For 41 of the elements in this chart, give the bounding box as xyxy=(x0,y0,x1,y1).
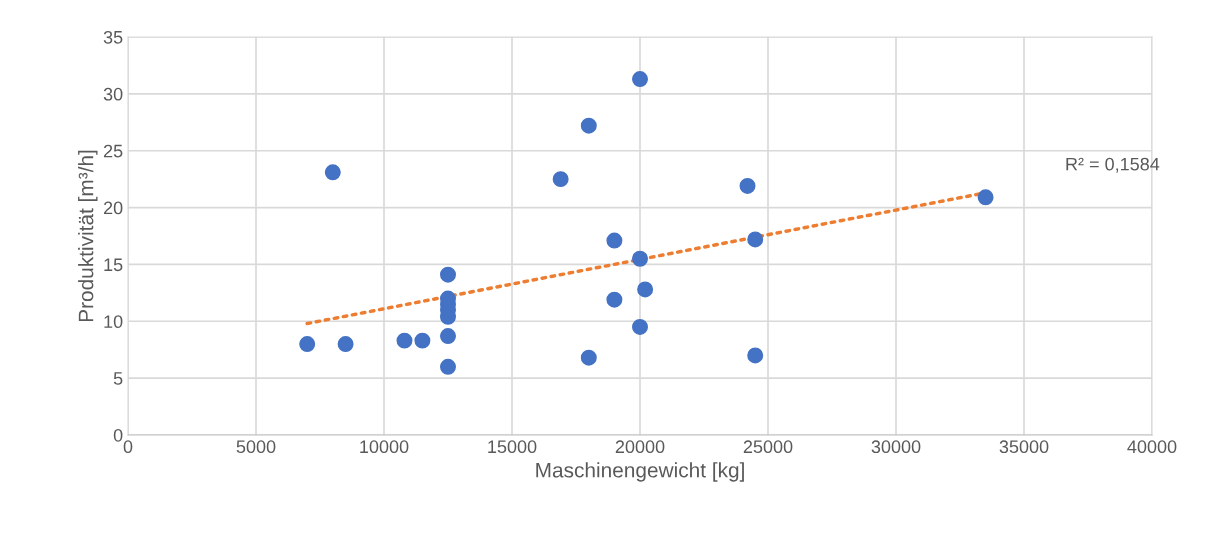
y-tick-label: 35 xyxy=(103,30,123,44)
x-tick-label: 25000 xyxy=(743,440,793,454)
point xyxy=(632,318,648,335)
point xyxy=(977,189,994,206)
point xyxy=(396,332,413,349)
y-tick-label: 20 xyxy=(103,201,123,215)
point xyxy=(440,266,456,283)
x-tick-label: 0 xyxy=(123,440,133,454)
x-tick-label: 35000 xyxy=(999,440,1049,454)
y-tick-label: 10 xyxy=(104,315,123,329)
x-axis-title: Maschinengewicht [kg] xyxy=(536,462,744,482)
point xyxy=(637,281,654,298)
annotation: R² = 0,1584 xyxy=(1066,157,1160,173)
point xyxy=(580,117,597,134)
point xyxy=(747,347,764,364)
point xyxy=(747,231,764,248)
point xyxy=(739,177,756,194)
x-tick-label: 15000 xyxy=(488,440,537,454)
point xyxy=(606,291,623,308)
point xyxy=(324,164,341,181)
point xyxy=(440,328,456,345)
y-tick-label: 0 xyxy=(113,428,123,442)
point xyxy=(299,336,316,353)
point xyxy=(440,358,456,375)
point xyxy=(632,71,648,88)
x-tick-label: 40000 xyxy=(1127,440,1177,454)
x-tick-label: 10000 xyxy=(360,440,409,454)
point xyxy=(632,250,648,267)
point xyxy=(606,232,623,249)
point xyxy=(337,336,354,353)
x-tick-label: 30000 xyxy=(871,440,921,454)
point xyxy=(414,332,431,349)
y-tick-label: 15 xyxy=(104,258,123,272)
x-tick-label: 20000 xyxy=(615,440,665,454)
y-tick-label: 5 xyxy=(113,372,123,385)
point xyxy=(580,349,597,366)
x-tick-label: 5000 xyxy=(236,440,276,454)
y-tick-label: 30 xyxy=(103,87,123,101)
y-axis-title: Produktivität [m³/h] xyxy=(78,150,98,322)
y-tick-label: 25 xyxy=(103,144,123,158)
point xyxy=(552,171,569,188)
